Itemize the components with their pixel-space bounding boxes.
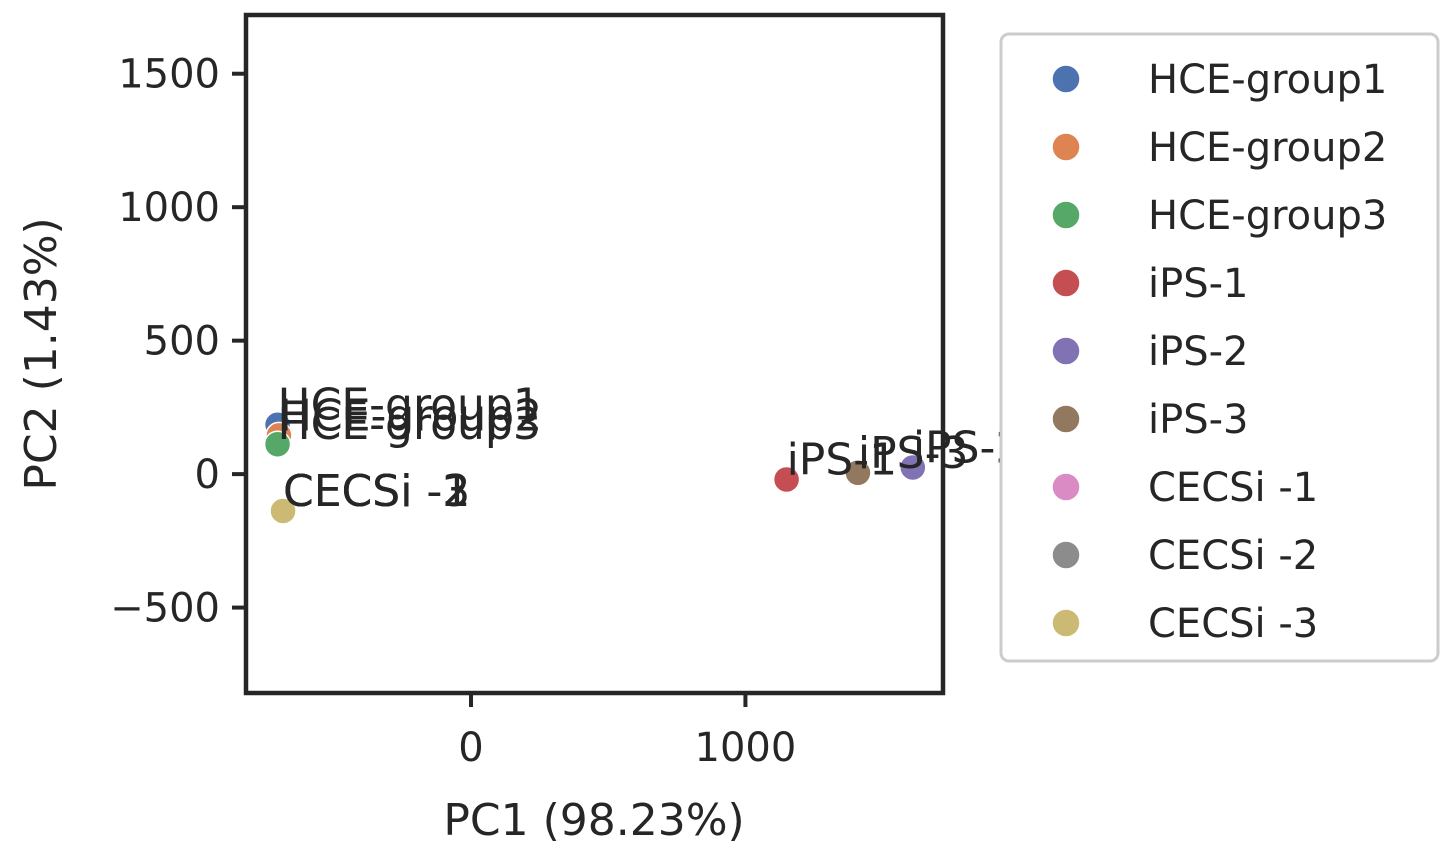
point-label: iPS-3	[858, 428, 969, 479]
legend-entry-label: HCE-group3	[1148, 193, 1387, 239]
data-points	[263, 410, 927, 525]
legend-entry-label: CECSi -2	[1148, 533, 1318, 579]
legend-marker	[1051, 540, 1081, 570]
data-point	[263, 430, 292, 458]
x-tick-label: 0	[458, 725, 483, 771]
legend-marker	[1051, 64, 1081, 94]
data-point	[899, 453, 927, 482]
point-label: CECSi -3	[283, 466, 470, 517]
y-axis-label: PC2 (1.43%)	[16, 217, 67, 490]
legend-marker	[1051, 608, 1081, 638]
axis-ticks: 0 1000 −500 0 500 1000 1500	[110, 52, 796, 771]
point-label: HCE-group2	[279, 390, 542, 441]
plot-area-frame	[243, 12, 946, 696]
point-label: HCE-group3	[278, 399, 541, 450]
y-tick-label: 1000	[118, 185, 220, 231]
point-label: HCE-group1	[278, 380, 541, 431]
legend-frame	[999, 32, 1440, 663]
legend-marker	[1051, 200, 1081, 230]
legend-entry-label: CECSi -3	[1148, 601, 1318, 647]
point-label: iPS-1	[787, 434, 898, 485]
legend-entry-label: HCE-group2	[1148, 125, 1387, 171]
legend-marker	[1051, 404, 1081, 434]
legend-entry-label: iPS-3	[1148, 397, 1249, 443]
legend-entry-label: CECSi -1	[1148, 465, 1318, 511]
legend-marker	[1051, 132, 1081, 162]
y-tick-label: 1500	[118, 52, 220, 98]
legend-entry-label: iPS-1	[1148, 261, 1249, 307]
data-point	[772, 465, 801, 494]
legend: HCE-group1 HCE-group2 HCE-group3 iPS-1 iPS-2…	[999, 32, 1440, 663]
x-axis-label: PC1 (98.23%)	[443, 795, 744, 846]
legend-marker	[1051, 472, 1081, 502]
legend-entry-label: iPS-2	[1148, 329, 1249, 375]
data-point	[269, 497, 297, 525]
legend-marker	[1051, 336, 1081, 366]
y-tick-label: −500	[110, 586, 220, 632]
y-tick-label: 500	[144, 319, 220, 365]
point-label: CECSi -2	[283, 466, 470, 517]
legend-marker	[1051, 268, 1081, 298]
data-point	[844, 459, 872, 487]
legend-entry-label: HCE-group1	[1148, 57, 1387, 103]
y-tick-label: 0	[195, 452, 220, 498]
point-label: CECSi -1	[283, 466, 470, 517]
x-tick-label: 1000	[695, 725, 797, 771]
